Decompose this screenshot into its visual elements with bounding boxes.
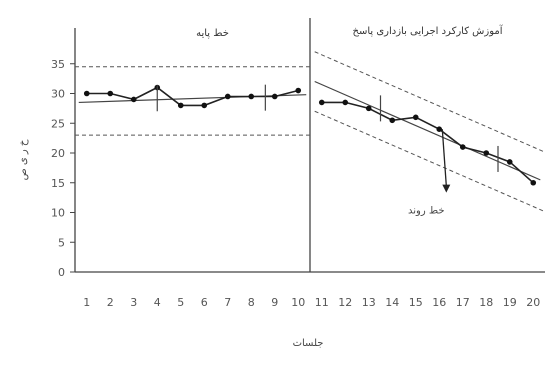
x-tick-label: 11 <box>315 296 329 309</box>
data-point <box>365 105 372 112</box>
split-marks <box>156 84 499 193</box>
x-tick-label: 9 <box>271 296 278 309</box>
y-tick-label: 35 <box>51 58 65 71</box>
data-point <box>342 99 349 106</box>
data-point <box>530 179 537 186</box>
x-tick-label: 18 <box>479 296 493 309</box>
data-point <box>248 93 255 100</box>
x-tick-label: 13 <box>362 296 376 309</box>
data-point <box>436 126 443 132</box>
y-tick-label: 0 <box>58 266 65 279</box>
data-point <box>506 159 513 165</box>
x-tick-label: 5 <box>177 296 184 309</box>
x-tick-label: 7 <box>224 296 231 309</box>
phase-label-baseline: خط پایه <box>196 28 229 39</box>
x-tick-label: 14 <box>385 296 399 309</box>
x-tick-label: 16 <box>432 296 446 309</box>
trend-arrow-shaft <box>441 129 447 186</box>
series-line-baseline <box>86 86 299 107</box>
data-point <box>224 93 231 100</box>
data-point <box>483 150 490 156</box>
trend-arrow-head <box>442 184 451 193</box>
intervention-band-upper <box>314 51 546 153</box>
x-tick-label: 4 <box>154 296 161 309</box>
x-tick-label: 15 <box>409 296 423 309</box>
x-tick-label: 8 <box>248 296 255 309</box>
x-axis-label: جلسات <box>293 338 324 349</box>
data-point <box>201 102 208 109</box>
data-point <box>271 93 278 100</box>
data-point <box>130 96 137 103</box>
x-tick-label: 20 <box>526 296 540 309</box>
data-point <box>412 114 419 121</box>
y-tick-label: 10 <box>51 207 65 220</box>
y-tick-label: 25 <box>51 117 65 130</box>
x-tick-label: 3 <box>130 296 137 309</box>
y-tick-label: 15 <box>51 177 65 190</box>
data-point <box>295 87 302 94</box>
phase-label-intervention: آموزش کارکرد اجرایی بازداری پاسخ <box>352 24 503 37</box>
y-tick-label: 30 <box>51 88 65 101</box>
data-point <box>318 99 325 106</box>
x-tick-label: 6 <box>201 296 208 309</box>
series-line-intervention <box>321 101 534 184</box>
data-point <box>107 90 114 97</box>
y-axis-label: خ ر ی ص <box>18 139 29 180</box>
trend-arrow-label: خط روند <box>408 206 445 217</box>
intervention-trend-line <box>314 80 541 181</box>
y-tick-label: 20 <box>51 147 65 160</box>
data-point <box>177 102 184 109</box>
x-tick-label: 1 <box>83 296 90 309</box>
labels: خط پایه آموزش کارکرد اجرایی بازداری پاسخ خ… <box>18 24 504 349</box>
x-tick-label: 17 <box>456 296 470 309</box>
x-tick-label: 10 <box>291 296 305 309</box>
data-point <box>389 117 396 124</box>
x-tick-label: 19 <box>503 296 517 309</box>
x-tick-label: 2 <box>107 296 114 309</box>
y-tick-label: 5 <box>58 236 65 249</box>
x-tick-label: 12 <box>338 296 352 309</box>
data-point <box>459 144 466 150</box>
data-point <box>83 90 90 97</box>
